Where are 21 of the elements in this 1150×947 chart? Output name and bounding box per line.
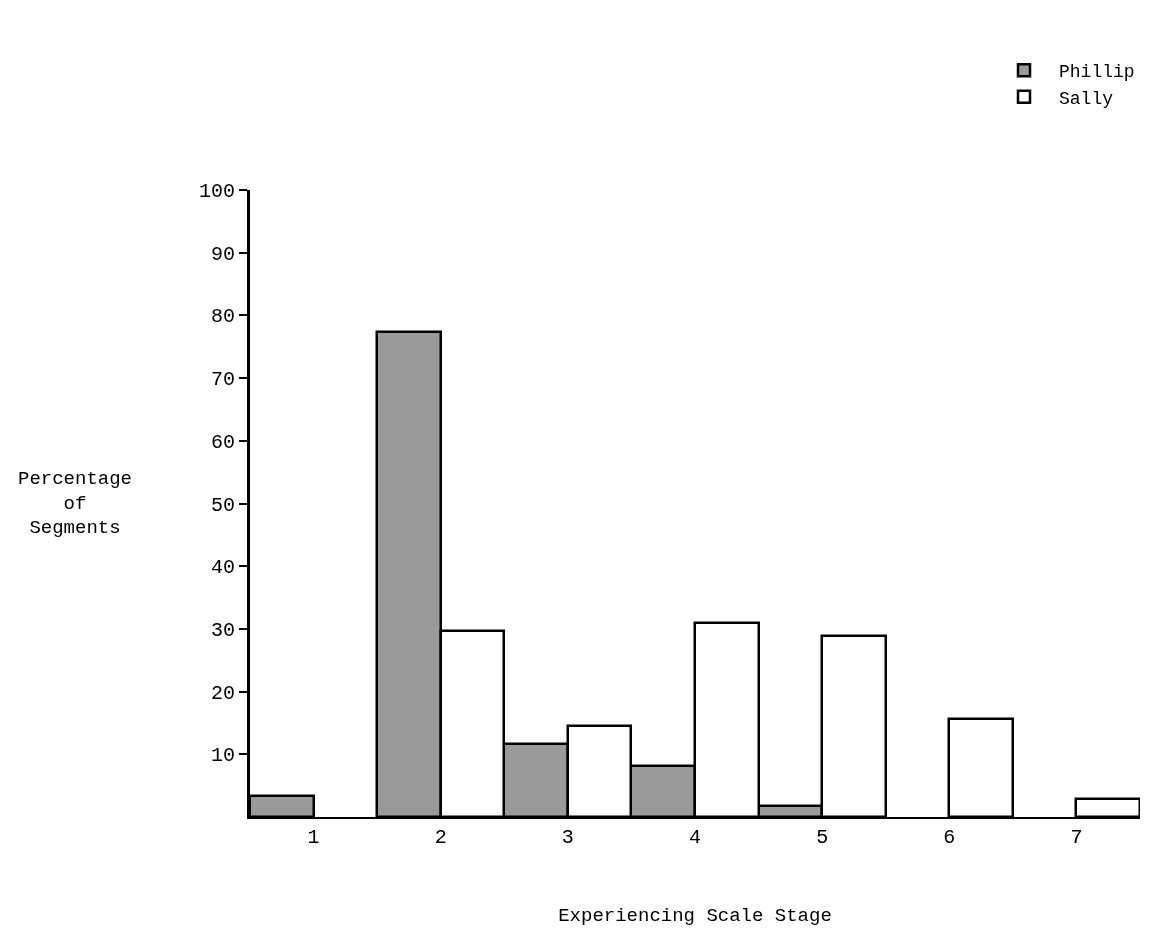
y-tick-label: 20 bbox=[210, 681, 235, 705]
y-tick-label: 90 bbox=[210, 242, 235, 266]
legend-label: Sally bbox=[1059, 88, 1114, 109]
y-tick-label: 60 bbox=[210, 430, 235, 454]
x-tick-label: 7 bbox=[1070, 826, 1083, 849]
y-tick-label: 30 bbox=[210, 618, 235, 642]
y-tick-label: 100 bbox=[198, 180, 235, 203]
x-tick-label: 3 bbox=[561, 826, 574, 849]
legend-label: Phillip bbox=[1059, 62, 1135, 83]
y-tick-label: 40 bbox=[210, 556, 235, 580]
x-tick-label: 1 bbox=[307, 826, 320, 849]
x-tick-label: 5 bbox=[816, 826, 829, 849]
y-tick-label: 10 bbox=[210, 744, 235, 768]
y-tick-label: 80 bbox=[210, 305, 235, 329]
x-tick-label: 4 bbox=[688, 826, 702, 849]
x-axis-title: Experiencing Scale Stage bbox=[558, 905, 832, 928]
y-tick-label: 70 bbox=[210, 368, 235, 392]
y-tick-label: 50 bbox=[210, 493, 235, 517]
x-tick-label: 2 bbox=[434, 826, 447, 849]
x-tick-label: 6 bbox=[943, 826, 956, 849]
y-axis-title: Percentage of Segments bbox=[18, 468, 133, 540]
